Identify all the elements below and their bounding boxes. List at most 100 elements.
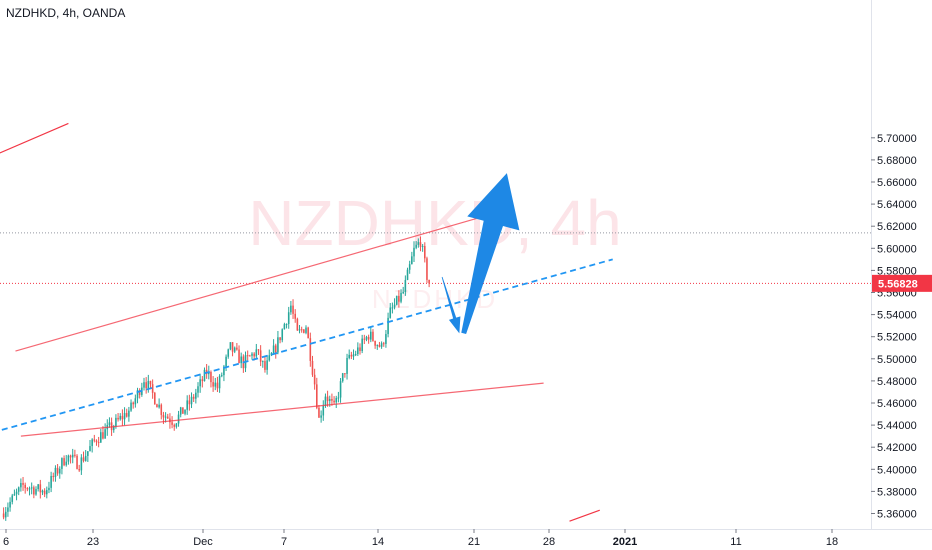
candle-body bbox=[220, 375, 223, 377]
price-tick-label: 5.58000 bbox=[877, 265, 917, 277]
candle-body bbox=[160, 404, 163, 415]
candle-body bbox=[22, 483, 24, 485]
time-tick-label: 14 bbox=[372, 536, 384, 548]
candle-body bbox=[164, 416, 167, 418]
candle-body bbox=[281, 329, 284, 341]
candle-body bbox=[199, 379, 201, 387]
candle-body bbox=[2, 513, 5, 518]
candle-body bbox=[17, 487, 20, 492]
candle-body bbox=[337, 397, 340, 399]
candle-body bbox=[50, 475, 52, 488]
price-tick-label: 5.70000 bbox=[877, 133, 917, 145]
candle-body bbox=[361, 338, 363, 352]
candle-body bbox=[292, 305, 294, 314]
candle-body bbox=[424, 246, 426, 259]
candle-body bbox=[305, 327, 307, 333]
candle-body bbox=[80, 457, 83, 471]
candle-body bbox=[339, 381, 342, 398]
price-axis[interactable]: 5.36000 5.38000 5.40000 5.42000 5.44000 5.460… bbox=[871, 0, 917, 529]
candle-body bbox=[4, 511, 7, 518]
candle-body bbox=[56, 467, 59, 474]
candle-body bbox=[391, 307, 394, 309]
candle-body bbox=[357, 347, 359, 355]
time-tick-label: 7 bbox=[281, 536, 287, 548]
candle-body bbox=[348, 354, 350, 358]
candle-body bbox=[225, 356, 227, 367]
candle-body bbox=[290, 305, 292, 313]
candle-body bbox=[76, 455, 78, 469]
candle-body bbox=[188, 400, 191, 405]
candle-body bbox=[212, 382, 214, 387]
candle-body bbox=[393, 304, 396, 308]
candle-body bbox=[415, 244, 417, 248]
candle-body bbox=[322, 405, 325, 416]
candle-body bbox=[307, 327, 309, 339]
candle-body bbox=[190, 396, 193, 405]
candle-body bbox=[151, 384, 154, 393]
candle-body bbox=[426, 258, 428, 280]
candle-body bbox=[274, 345, 277, 353]
chart-title: NZDHKD, 4h, OANDA bbox=[6, 6, 125, 20]
candle-body bbox=[300, 329, 303, 331]
candle-body bbox=[389, 307, 392, 318]
candle-body bbox=[147, 380, 150, 389]
candle-body bbox=[262, 361, 264, 363]
candle-body bbox=[378, 344, 381, 347]
candle-body bbox=[257, 349, 260, 351]
candle-body bbox=[203, 369, 206, 382]
candle-body bbox=[149, 380, 152, 385]
candle-body bbox=[69, 455, 72, 458]
time-tick-label: 6 bbox=[3, 536, 9, 548]
candles bbox=[2, 236, 430, 521]
candle-body bbox=[255, 349, 258, 357]
candle-body bbox=[95, 440, 98, 443]
candle-body bbox=[231, 342, 234, 352]
candle-body bbox=[104, 429, 106, 439]
candle-body bbox=[303, 329, 305, 333]
candle-body bbox=[253, 353, 255, 357]
candle-body bbox=[136, 390, 139, 399]
candle-body bbox=[374, 340, 376, 346]
candle-body bbox=[30, 487, 33, 489]
candle-body bbox=[201, 379, 204, 382]
candle-body bbox=[365, 336, 368, 340]
candle-body bbox=[9, 501, 11, 508]
candle-body bbox=[246, 355, 249, 357]
candle-body bbox=[91, 439, 93, 447]
candle-body bbox=[408, 264, 411, 270]
price-tick-label: 5.66000 bbox=[877, 177, 917, 189]
candle-body bbox=[166, 416, 169, 419]
candle-body bbox=[318, 407, 320, 418]
candle-body bbox=[272, 345, 275, 354]
candle-body bbox=[112, 426, 115, 431]
candle-body bbox=[395, 295, 398, 305]
candle-body bbox=[400, 292, 402, 302]
candle-body bbox=[411, 256, 413, 265]
candle-body bbox=[398, 295, 400, 302]
candle-body bbox=[238, 349, 240, 364]
candle-body bbox=[216, 382, 219, 389]
candle-body bbox=[229, 342, 232, 350]
trendline-channel-bottom bbox=[20, 382, 544, 437]
candle-body bbox=[15, 491, 18, 495]
candle-body bbox=[370, 331, 372, 340]
candle-body bbox=[285, 323, 288, 325]
watermark-main: NZDHKD, 4h bbox=[248, 187, 621, 259]
time-tick-label: 23 bbox=[87, 536, 99, 548]
time-tick-label: 28 bbox=[543, 536, 555, 548]
candle-body bbox=[311, 360, 314, 375]
candle-body bbox=[179, 407, 182, 415]
candle-body bbox=[93, 439, 96, 441]
price-tick-label: 5.68000 bbox=[877, 155, 917, 167]
time-axis[interactable]: 6 23 Dec 7 14 21 28 2021 11 18 bbox=[0, 529, 932, 548]
candle-body bbox=[296, 318, 299, 331]
last-price-label: 5.56828 bbox=[878, 278, 918, 290]
candle-body bbox=[134, 398, 137, 405]
candle-body bbox=[324, 396, 327, 406]
last-price-badge: 5.56828 bbox=[872, 274, 932, 292]
candle-body bbox=[341, 373, 344, 382]
candle-body bbox=[158, 404, 160, 408]
candle-body bbox=[382, 343, 385, 345]
candle-body bbox=[128, 410, 130, 417]
